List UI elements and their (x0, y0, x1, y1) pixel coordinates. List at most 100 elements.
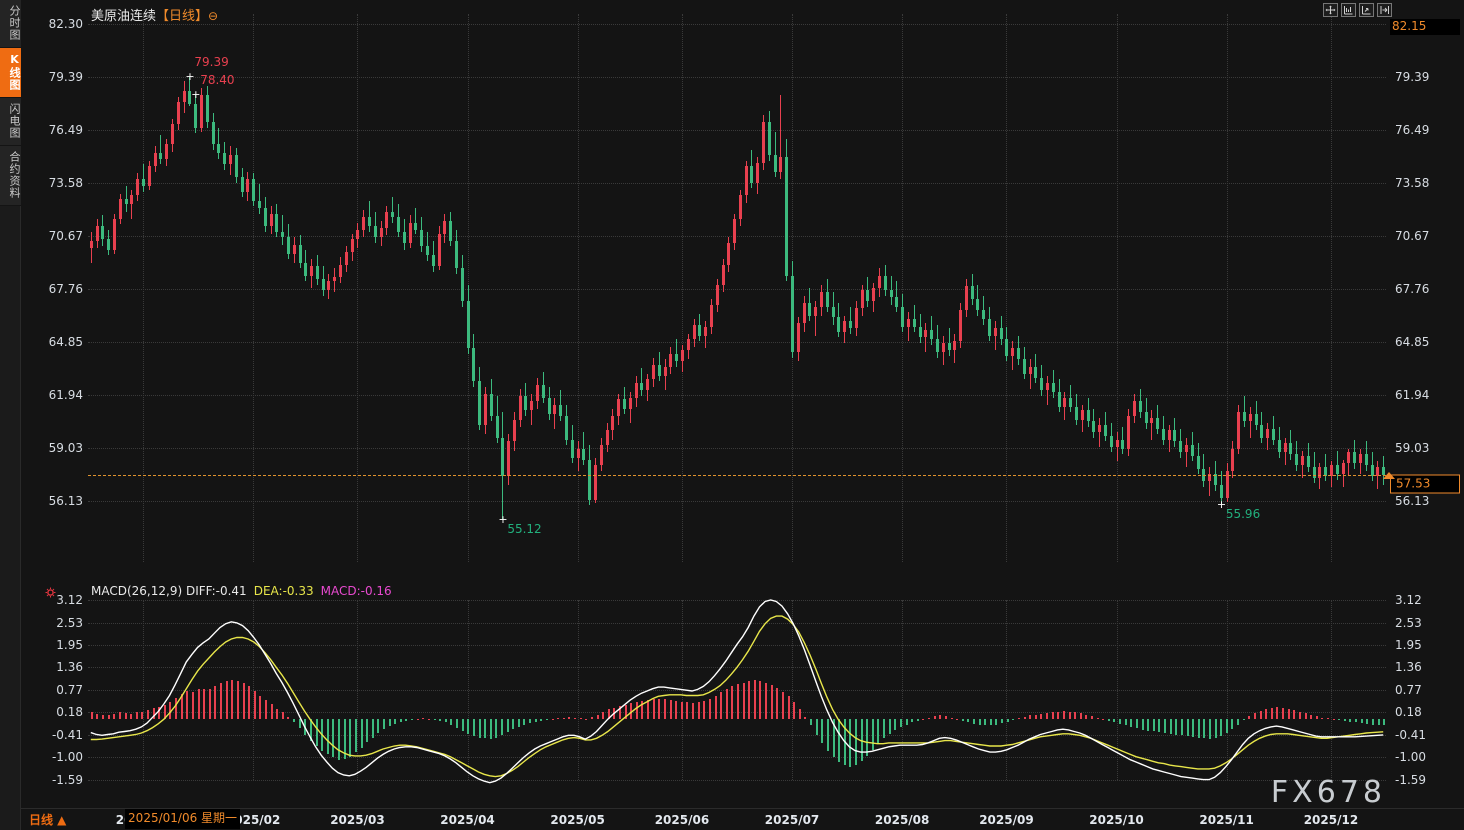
macd-histogram-bar (849, 719, 852, 767)
candle-body (1190, 445, 1194, 456)
candle-wick (1029, 359, 1031, 389)
candle-body (628, 397, 632, 409)
macd-collapse-icon[interactable] (45, 583, 56, 598)
sidebar-item-kline[interactable]: K线图 (0, 48, 21, 98)
candle-body (611, 415, 615, 431)
macd-histogram-bar (956, 719, 959, 721)
macd-histogram-bar (259, 695, 262, 720)
candle-body (327, 281, 331, 291)
candle-body (814, 306, 818, 316)
macd-histogram-bar (871, 719, 874, 750)
candle-body (165, 144, 169, 159)
macd-histogram-bar (1102, 719, 1105, 721)
macd-histogram-bar (1349, 719, 1352, 722)
candle-wick (1099, 417, 1101, 447)
scroll-end-icon[interactable] (1377, 3, 1392, 17)
macd-histogram-bar (484, 719, 487, 739)
last-price-badge[interactable]: 57.53 (1390, 474, 1460, 494)
candle-wick (415, 208, 417, 234)
date-tick: 2025/10 (1089, 813, 1144, 827)
sidebar-item-contract-info[interactable]: 合约资料 (0, 146, 21, 206)
candle-body (1086, 410, 1090, 422)
candle-body (825, 291, 829, 307)
macd-histogram-bar (630, 703, 633, 720)
macd-tick-right: 1.95 (1395, 637, 1422, 652)
macd-histogram-bar (770, 684, 773, 720)
move-crosshair-icon[interactable] (1323, 3, 1338, 17)
candle-body (518, 395, 522, 420)
macd-histogram-bar (265, 700, 267, 720)
macd-histogram-bar (742, 682, 745, 720)
candle-body (1022, 359, 1026, 374)
price-tick-right: 59.03 (1395, 441, 1430, 456)
macd-histogram-bar (978, 719, 981, 725)
price-tick-right: 79.39 (1395, 70, 1430, 85)
macd-histogram-bar (810, 719, 813, 726)
macd-histogram-bar (832, 719, 835, 758)
price-tick-right: 76.49 (1395, 122, 1430, 137)
price-tick-right: 70.67 (1395, 228, 1430, 243)
macd-histogram-bar (1383, 719, 1386, 726)
sidebar-item-timeshare[interactable]: 分时图 (0, 0, 21, 48)
price-gridline (88, 342, 1386, 344)
candle-body (1185, 445, 1189, 453)
macd-histogram-bar (439, 719, 442, 721)
macd-histogram-bar (214, 685, 217, 720)
macd-histogram-bar (995, 719, 998, 725)
candle-body (315, 266, 319, 280)
macd-histogram-bar (894, 719, 897, 730)
time-gridline (1006, 14, 1008, 562)
macd-histogram-bar (1068, 711, 1071, 720)
candle-wick (1186, 437, 1188, 467)
macd-histogram-bar (950, 717, 953, 720)
fit-left-icon[interactable] (1341, 3, 1356, 17)
candle-body (651, 364, 655, 380)
candle-body (1341, 463, 1345, 475)
candle-wick (641, 368, 643, 396)
candle-body (906, 319, 910, 327)
macd-tick-left: 2.53 (56, 615, 83, 630)
candle-body (1248, 414, 1252, 422)
macd-histogram-bar (203, 688, 206, 720)
macd-histogram-bar (1164, 719, 1167, 733)
candle-body (883, 275, 887, 291)
sidebar-item-lightning[interactable]: 闪电图 (0, 98, 21, 146)
price-plot-area[interactable] (88, 14, 1386, 562)
macd-histogram-bar (444, 719, 447, 723)
price-gridline (88, 24, 1386, 25)
candle-body (124, 198, 128, 205)
date-tick: 2025/07 (764, 813, 820, 827)
candle-body (344, 251, 348, 265)
macd-histogram-bar (1091, 716, 1093, 720)
candle-body (246, 178, 250, 192)
candle-body (397, 217, 400, 232)
macd-histogram-bar (568, 717, 571, 720)
macd-histogram-bar (197, 689, 200, 720)
candle-body (565, 415, 569, 440)
candle-body (1196, 455, 1200, 469)
candle-body (541, 384, 545, 398)
macd-histogram-bar (562, 717, 565, 720)
candle-body (843, 321, 847, 333)
macd-histogram-bar (130, 713, 133, 720)
candle-body (536, 384, 540, 402)
candle-wick (676, 339, 678, 367)
candle-body (1138, 401, 1142, 413)
annotation-crosshair-icon: + (1216, 498, 1227, 512)
macd-histogram-bar (248, 686, 251, 720)
macd-plot-area[interactable] (88, 599, 1386, 784)
candle-body (715, 284, 719, 305)
candle-body (414, 222, 418, 230)
chart-main: 美原油连续【日线】⊖ (21, 0, 1464, 830)
macd-histogram-bar (1321, 717, 1324, 720)
macd-histogram-bar (1001, 719, 1004, 724)
candle-wick (896, 281, 898, 312)
candle-body (217, 144, 221, 154)
macd-histogram-bar (967, 719, 970, 723)
period-badge[interactable]: 日线 ▲ (29, 813, 67, 827)
fit-right-icon[interactable] (1359, 3, 1374, 17)
candle-wick (994, 321, 996, 351)
macd-histogram-bar (725, 689, 728, 720)
candle-body (918, 326, 922, 338)
